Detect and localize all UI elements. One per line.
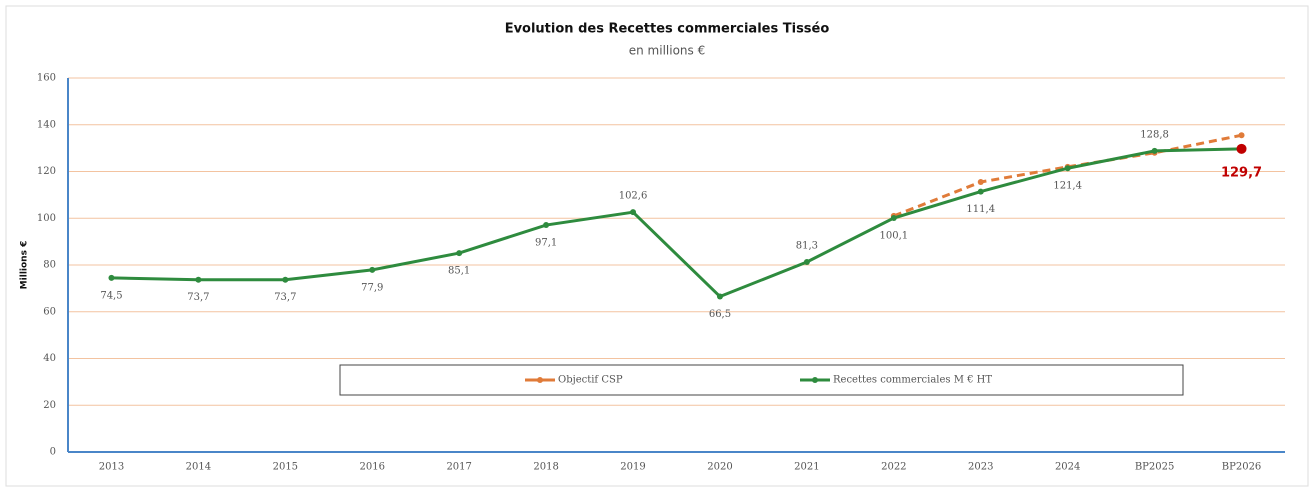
series-marker	[803, 258, 810, 265]
series-marker	[369, 266, 376, 273]
x-tick-label: BP2026	[1222, 462, 1262, 473]
legend-label: Recettes commerciales M € HT	[833, 375, 992, 386]
legend-marker	[812, 377, 818, 383]
y-tick-label: 80	[43, 260, 56, 271]
x-tick-label: 2023	[968, 462, 993, 473]
legend-box	[339, 364, 1184, 396]
data-label: 102,6	[619, 191, 648, 202]
y-axis-label: Millions €	[20, 241, 30, 290]
data-label: 111,4	[966, 204, 995, 215]
series-marker	[1238, 132, 1245, 139]
x-tick-label: 2014	[186, 462, 211, 473]
y-tick-label: 100	[37, 213, 56, 224]
chart-title: Evolution des Recettes commerciales Tiss…	[505, 22, 830, 37]
data-label: 129,7	[1221, 165, 1262, 180]
x-tick-label: 2022	[881, 462, 906, 473]
series-marker	[543, 222, 550, 229]
series-marker	[108, 274, 115, 281]
data-label: 85,1	[448, 266, 470, 277]
chart-subtitle: en millions €	[629, 44, 705, 58]
series-marker	[890, 215, 897, 222]
series-marker	[977, 188, 984, 195]
x-tick-label: 2018	[533, 462, 558, 473]
series-marker	[630, 209, 637, 216]
x-tick-label: 2016	[360, 462, 385, 473]
x-tick-label: 2021	[794, 462, 819, 473]
legend-marker	[537, 377, 543, 383]
data-label: 77,9	[361, 282, 383, 293]
series-marker	[1151, 147, 1158, 154]
series-line	[111, 147, 1242, 299]
y-tick-label: 160	[37, 73, 56, 84]
data-label: 81,3	[796, 240, 818, 251]
y-tick-label: 120	[37, 166, 56, 177]
series-marker	[1236, 143, 1247, 154]
data-label: 66,5	[709, 309, 731, 320]
series-marker	[716, 293, 723, 300]
series-marker	[977, 179, 984, 186]
series-marker	[195, 276, 202, 283]
series-line	[893, 133, 1242, 218]
data-label: 74,5	[100, 290, 122, 301]
x-tick-label: 2013	[99, 462, 124, 473]
x-tick-label: 2015	[273, 462, 298, 473]
chart-border	[5, 5, 1309, 487]
data-label: 73,7	[274, 292, 296, 303]
y-tick-label: 0	[50, 447, 56, 458]
x-tick-label: 2017	[446, 462, 471, 473]
x-tick-label: 2020	[707, 462, 732, 473]
x-tick-label: 2019	[620, 462, 645, 473]
series-marker	[456, 250, 463, 257]
data-label: 100,1	[880, 231, 909, 242]
series-marker	[282, 276, 289, 283]
data-label: 121,4	[1053, 181, 1082, 192]
legend-label: Objectif CSP	[558, 375, 623, 386]
x-tick-label: 2024	[1055, 462, 1080, 473]
series-marker	[1064, 165, 1071, 172]
y-tick-label: 20	[43, 400, 56, 411]
y-tick-label: 40	[43, 353, 56, 364]
y-tick-label: 140	[37, 119, 56, 130]
data-label: 97,1	[535, 238, 557, 249]
data-label: 128,8	[1140, 129, 1169, 140]
data-label: 73,7	[187, 292, 209, 303]
y-tick-label: 60	[43, 306, 56, 317]
x-tick-label: BP2025	[1135, 462, 1175, 473]
